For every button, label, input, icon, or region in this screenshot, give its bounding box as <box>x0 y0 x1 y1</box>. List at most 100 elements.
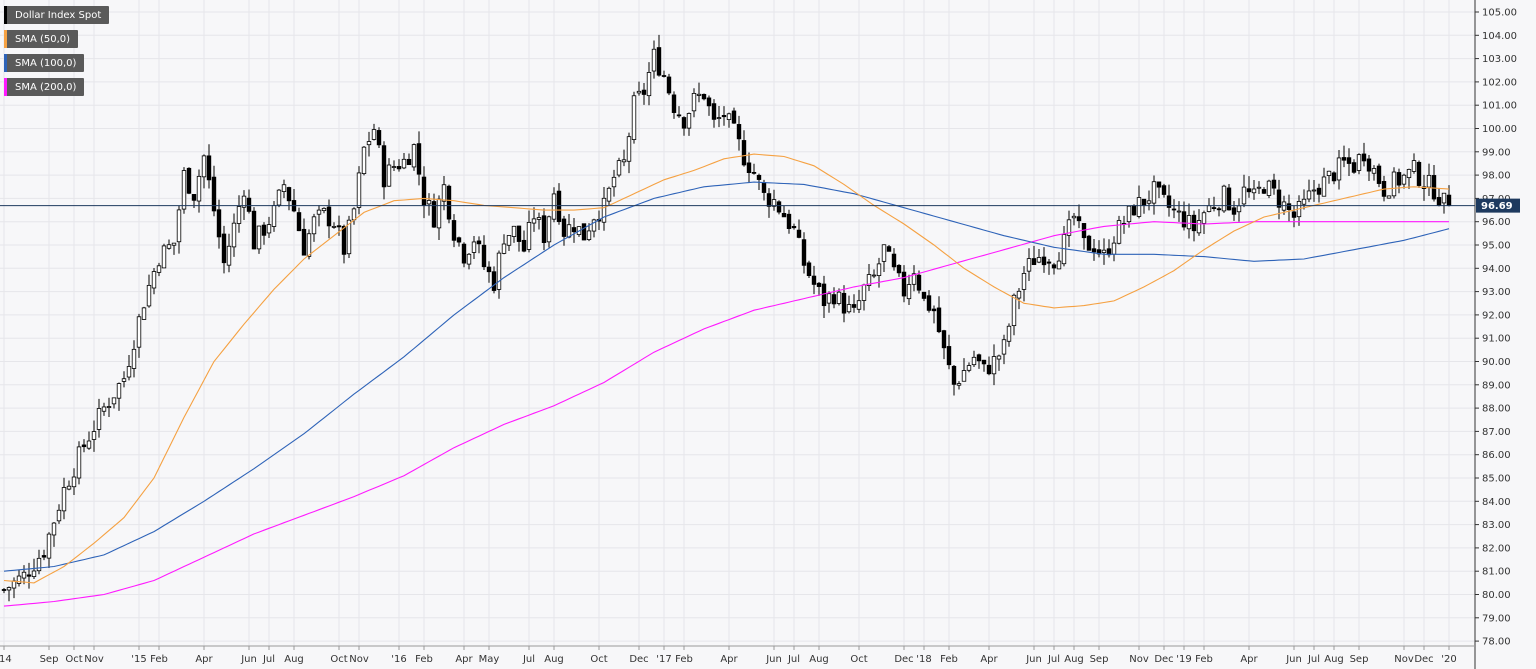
candle-body <box>331 225 337 228</box>
candle-body <box>236 206 242 224</box>
candle-body <box>161 245 167 269</box>
x-tick-label: Jul <box>787 654 800 665</box>
candle-body <box>1391 171 1397 197</box>
candle-body <box>626 136 632 162</box>
candle-body <box>16 575 22 584</box>
candle-body <box>806 262 812 277</box>
candle-body <box>786 213 792 229</box>
candle-body <box>1221 185 1227 212</box>
candle-body <box>1136 197 1142 217</box>
candle-body <box>6 587 12 591</box>
candle-body <box>526 222 532 250</box>
candle-body <box>886 246 892 252</box>
candle-body <box>1361 153 1367 162</box>
candle-body <box>116 383 122 399</box>
candle-body <box>1 589 7 591</box>
x-tick-label: Apr <box>455 654 473 665</box>
candle-body <box>936 307 942 333</box>
candle-body <box>601 197 607 223</box>
candle-body <box>956 383 962 386</box>
candle-body <box>871 274 877 277</box>
y-tick-label: 78.00 <box>1482 637 1511 648</box>
candle-body <box>656 47 662 76</box>
candle-body <box>801 239 807 266</box>
y-tick-label: 104.00 <box>1482 31 1517 42</box>
candle-body <box>181 170 187 210</box>
candle-body <box>1341 157 1347 161</box>
candle-body <box>406 158 412 166</box>
candle-body <box>1101 249 1107 253</box>
candle-body <box>901 271 907 297</box>
x-tick-label: Oct <box>65 654 82 665</box>
x-tick-label: Aug <box>544 654 564 665</box>
candle-body <box>1111 242 1117 255</box>
candle-body <box>1276 189 1282 208</box>
candle-body <box>621 159 627 163</box>
candle-body <box>11 580 17 589</box>
candle-body <box>1431 175 1437 200</box>
candle-body <box>461 243 467 264</box>
legend-sma50[interactable]: SMA (50,0) <box>4 30 79 48</box>
candle-body <box>41 555 47 558</box>
candle-body <box>791 226 797 229</box>
candle-body <box>1371 168 1377 174</box>
legend-main[interactable]: Dollar Index Spot <box>4 6 110 24</box>
x-tick-label: '14 <box>0 654 12 665</box>
candle-body <box>201 155 207 178</box>
candle-body <box>76 446 82 479</box>
candle-body <box>136 316 142 348</box>
candle-body <box>1201 212 1207 224</box>
candle-body <box>316 209 322 215</box>
candle-body <box>1171 208 1177 211</box>
legend-sma100[interactable]: SMA (100,0) <box>4 54 85 72</box>
y-tick-label: 96.00 <box>1482 217 1511 228</box>
x-tick-label: '16 <box>391 654 406 665</box>
candle-body <box>851 304 857 308</box>
y-tick-label: 98.00 <box>1482 171 1511 182</box>
candle-body <box>486 266 492 273</box>
candle-body <box>771 199 777 207</box>
candle-body <box>251 210 257 250</box>
candle-body <box>26 574 32 577</box>
candle-body <box>986 364 992 375</box>
candle-body <box>1051 264 1057 269</box>
candle-body <box>46 533 52 559</box>
candle-body <box>426 200 432 205</box>
x-tick-label: Jun <box>1285 654 1302 665</box>
candle-body <box>261 224 267 236</box>
candle-body <box>456 237 462 243</box>
candle-body <box>91 431 97 440</box>
candle-body <box>1001 339 1007 355</box>
candle-body <box>501 243 507 254</box>
candle-body <box>386 164 392 187</box>
candle-body <box>421 176 427 206</box>
legend-sma200[interactable]: SMA (200,0) <box>4 78 85 96</box>
candle-body <box>906 284 912 300</box>
candle-body <box>1416 161 1422 186</box>
x-tick-label: Jun <box>1025 654 1042 665</box>
x-tick-label: Nov <box>349 654 369 665</box>
candle-body <box>856 300 862 310</box>
candle-body <box>371 129 377 140</box>
candle-body <box>516 225 522 242</box>
candle-body <box>1301 198 1307 205</box>
candle-body <box>176 209 182 243</box>
candle-body <box>1401 174 1407 185</box>
candle-body <box>1266 180 1272 196</box>
candle-body <box>411 144 417 168</box>
y-tick-label: 88.00 <box>1482 404 1511 415</box>
candle-body <box>451 220 457 241</box>
candle-body <box>441 184 447 202</box>
y-tick-label: 93.00 <box>1482 287 1511 298</box>
candle-body <box>206 155 212 181</box>
candle-body <box>1211 207 1217 209</box>
candle-body <box>51 522 57 536</box>
candle-body <box>36 557 42 572</box>
candle-body <box>731 110 737 124</box>
candle-body <box>1396 172 1402 186</box>
candle-body <box>591 219 597 232</box>
candle-body <box>96 408 102 430</box>
candle-body <box>1036 257 1042 263</box>
candle-body <box>506 235 512 246</box>
